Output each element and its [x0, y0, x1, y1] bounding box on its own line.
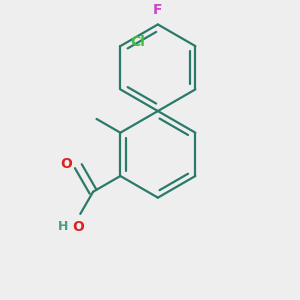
Text: O: O	[72, 220, 84, 234]
Text: F: F	[153, 3, 163, 16]
Text: H: H	[57, 220, 68, 233]
Text: O: O	[61, 157, 72, 171]
Text: Cl: Cl	[130, 35, 145, 49]
